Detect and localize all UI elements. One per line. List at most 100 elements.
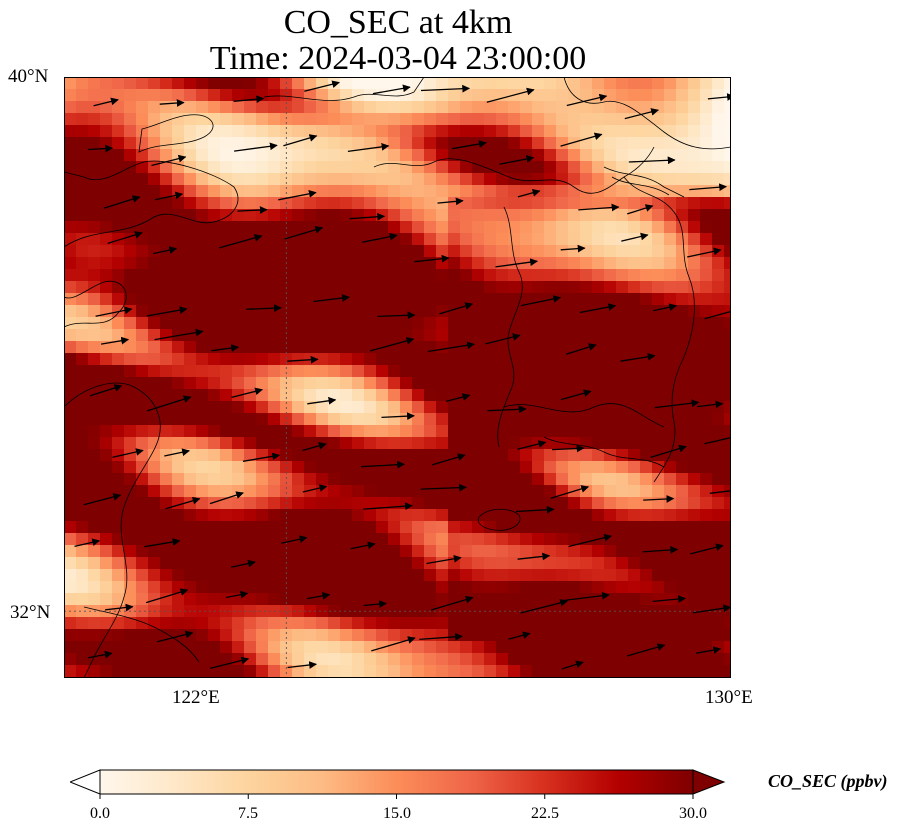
wind-vector-arrow [486, 87, 535, 103]
map-frame [64, 77, 731, 678]
colorbar-gradient [99, 769, 694, 795]
wind-vector-arrow [652, 595, 687, 603]
wind-vector-arrow [517, 189, 541, 198]
wind-vector-arrow [439, 302, 474, 315]
wind-vector-arrow [112, 448, 144, 458]
wind-vector-arrow [281, 535, 308, 544]
wind-vector-arrow [578, 203, 620, 212]
wind-vector-arrow [234, 142, 278, 152]
wind-vector-arrow [284, 225, 324, 240]
wind-vector-arrow [566, 93, 608, 107]
wind-vector-arrow [105, 603, 134, 612]
wind-vector-arrow [445, 393, 471, 403]
wind-vector-arrow [653, 303, 677, 312]
wind-vector-arrow [692, 604, 731, 614]
colorbar-over-arrow [692, 769, 726, 795]
wind-vector-arrow [146, 306, 188, 317]
wind-vector-arrow [88, 144, 114, 153]
wind-vector-arrow [363, 600, 387, 608]
wind-vector-arrow [230, 559, 256, 568]
wind-vector-arrow [621, 232, 649, 242]
wind-vector-arrow [551, 444, 585, 453]
map-canvas [64, 77, 731, 678]
wind-vector-arrow [246, 304, 282, 312]
wind-vector-arrow [628, 156, 676, 165]
wind-vector-arrow [209, 656, 250, 670]
wind-vectors [74, 80, 731, 670]
wind-vector-arrow [159, 99, 185, 107]
wind-vector-arrow [650, 444, 687, 459]
wind-vector-arrow [437, 197, 464, 206]
wind-vector-arrow [157, 630, 194, 643]
wind-vector-arrow [233, 95, 265, 104]
wind-vector-arrow [225, 590, 249, 599]
colorbar-tick-2: 15.0 [383, 805, 411, 822]
colorbar-tick-0: 0.0 [90, 805, 110, 822]
coastlines [64, 77, 731, 678]
wind-vector-arrow [95, 306, 133, 317]
wind-vector-arrow [151, 154, 187, 167]
wind-vector-arrow [306, 591, 331, 600]
wind-vector-arrow [371, 636, 416, 652]
wind-vector-arrow [209, 491, 244, 505]
wind-vector-arrow [697, 400, 724, 409]
wind-vector-arrow [427, 341, 475, 353]
wind-vector-arrow [361, 460, 405, 469]
wind-vector-arrow [164, 448, 190, 457]
wind-vector-arrow [302, 484, 328, 493]
wind-vector-arrow [565, 343, 597, 355]
wind-vector-arrow [154, 191, 184, 201]
wind-vector-arrow [237, 206, 268, 214]
colorbar-under-arrow [70, 769, 101, 795]
wind-vector-arrow [414, 254, 450, 263]
wind-vector-arrow [687, 247, 722, 258]
wind-vector-arrow [145, 588, 189, 604]
wind-vector-arrow [642, 546, 679, 554]
wind-vector-arrow [568, 533, 612, 548]
wind-vector-arrow [654, 399, 700, 409]
wind-vector-arrow [369, 337, 415, 352]
wind-vector-arrow [165, 496, 201, 510]
colorbar [70, 769, 726, 799]
wind-vector-arrow [211, 344, 240, 352]
wind-vector-arrow [624, 108, 659, 120]
wind-vector-arrow [381, 412, 415, 421]
wind-vector-arrow [426, 554, 462, 565]
wind-vector-arrow [278, 190, 317, 201]
wind-vector-arrow [452, 140, 487, 150]
wind-vector-arrow [499, 155, 535, 165]
wind-vector-arrow [420, 84, 471, 93]
concentration-field [64, 77, 731, 678]
wind-vector-arrow [363, 502, 413, 511]
wind-vector-arrow [643, 495, 675, 503]
wind-vector-arrow [689, 183, 727, 192]
wind-vector-arrow [420, 483, 467, 492]
wind-vector-arrow [487, 405, 527, 414]
lon-tick-122E: 122°E [172, 687, 220, 708]
wind-vector-arrow [350, 541, 376, 550]
wind-vector-arrow [695, 646, 722, 654]
wind-vector-arrow [154, 328, 204, 341]
wind-vector-arrow [690, 543, 724, 555]
wind-vector-arrow [74, 538, 101, 548]
wind-vector-arrow [372, 84, 411, 95]
wind-vector-arrow [313, 294, 350, 303]
wind-vector-arrow [219, 234, 263, 249]
wind-vector-arrow [579, 303, 617, 314]
wind-vector-arrow [287, 661, 317, 669]
wind-vector-arrow [485, 333, 521, 345]
wind-vector-arrow [87, 650, 113, 659]
wind-vector-arrow [361, 232, 398, 243]
wind-vector-arrow [287, 355, 319, 364]
wind-vector-arrow [83, 493, 122, 506]
wind-vector-arrow [419, 632, 463, 641]
wind-vector-arrow [627, 204, 654, 215]
wind-vector-arrow [304, 80, 340, 92]
lat-tick-40N: 40°N [8, 66, 49, 87]
wind-vector-arrow [517, 552, 551, 561]
map-title-line2: Time: 2024-03-04 23:00:00 [209, 40, 587, 77]
wind-vector-arrow [517, 440, 547, 450]
wind-vector-arrow [560, 132, 603, 147]
gridlines [64, 77, 731, 678]
wind-vector-arrow [707, 93, 731, 101]
